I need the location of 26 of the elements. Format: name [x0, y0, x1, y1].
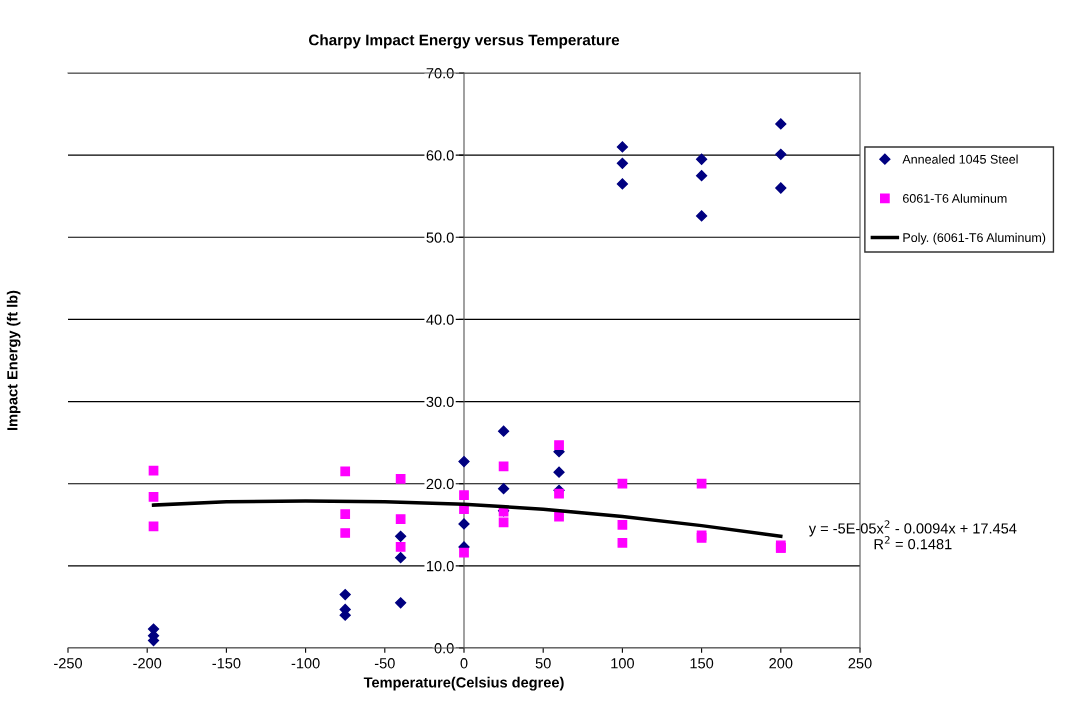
x-tick-label: -150 — [212, 658, 241, 669]
x-tick-label: 50 — [535, 658, 551, 669]
x-tick-label: -250 — [54, 658, 83, 669]
chart-title: Charpy Impact Energy versus Temperature — [308, 34, 620, 49]
legend-label: 6061-T6 Aluminum — [903, 193, 1007, 203]
x-axis-title: Temperature(Celsius degree) — [363, 676, 564, 691]
y-tick-label: 70.0 — [426, 68, 454, 79]
y-tick-label: 60.0 — [426, 150, 454, 161]
y-tick-label: 10.0 — [427, 560, 454, 572]
legend-label: Annealed 1045 Steel — [902, 154, 1018, 164]
x-tick-label: -200 — [133, 658, 162, 669]
legend-label: Poly. (6061-T6 Aluminum) — [903, 232, 1046, 245]
y-tick-label: 50.0 — [426, 232, 454, 243]
y-tick-label: 20.0 — [426, 478, 454, 490]
x-tick-label: -100 — [291, 658, 320, 669]
y-tick-label: 0.0 — [434, 643, 454, 654]
y-axis-title: Impact Energy (ft lb) — [6, 290, 21, 431]
x-tick-label: -50 — [374, 658, 395, 669]
x-tick-label: 200 — [769, 658, 793, 669]
y-tick-label: 40.0 — [426, 314, 454, 325]
annotation: y = -5E-05x$^{2}$ - 0.0094x + 17.454 R$^{2}$ = 0.1481 — [808, 520, 1017, 550]
x-tick-label: 100 — [611, 658, 634, 669]
x-tick-label: 0 — [460, 658, 468, 669]
x-tick-label: 250 — [848, 658, 872, 669]
x-tick-label: 150 — [690, 658, 714, 669]
y-tick-label: 30.0 — [426, 396, 454, 407]
